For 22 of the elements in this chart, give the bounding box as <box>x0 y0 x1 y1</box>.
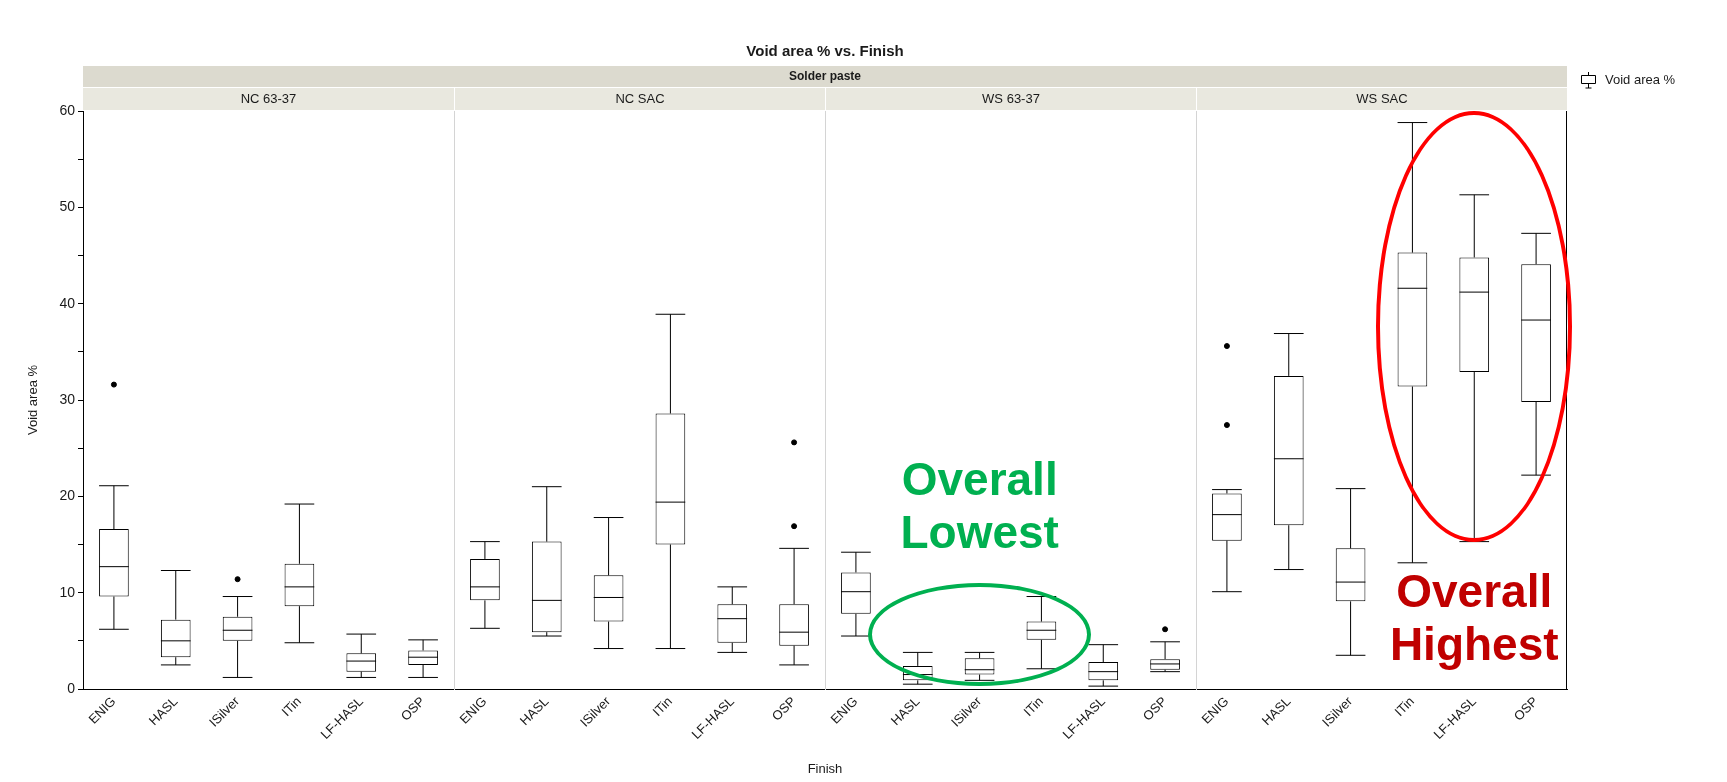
x-tick-label: ITin <box>649 693 676 720</box>
chart-subtitle: NC 63-37 <box>83 88 454 110</box>
x-tick-label: ITin <box>1020 693 1047 720</box>
annotation: Overall Highest <box>1388 565 1560 672</box>
text: Finish <box>806 761 844 777</box>
y-tick-label: 40 <box>59 294 76 311</box>
text: Void area % vs. Finish <box>745 42 905 60</box>
legend-label: Void area % <box>1605 71 1676 87</box>
y-tick-label: 0 <box>67 679 76 696</box>
chart-subtitle: WS SAC <box>1197 88 1567 110</box>
text: Solder paste <box>83 66 1567 87</box>
chart-subtitle: WS 63-37 <box>826 88 1196 110</box>
annotation: Overall Lowest <box>899 452 1060 559</box>
y-tick-label: 10 <box>59 583 76 600</box>
y-axis-title: Void area % <box>25 364 41 436</box>
chart-subtitle: NC SAC <box>455 88 825 110</box>
y-tick-label: 20 <box>59 487 76 504</box>
y-tick-label: 30 <box>59 390 76 407</box>
y-tick-label: 50 <box>59 198 76 215</box>
x-tick-label: ITin <box>278 693 305 720</box>
x-tick-label: ITin <box>1391 693 1418 720</box>
y-tick-label: 60 <box>59 101 76 118</box>
